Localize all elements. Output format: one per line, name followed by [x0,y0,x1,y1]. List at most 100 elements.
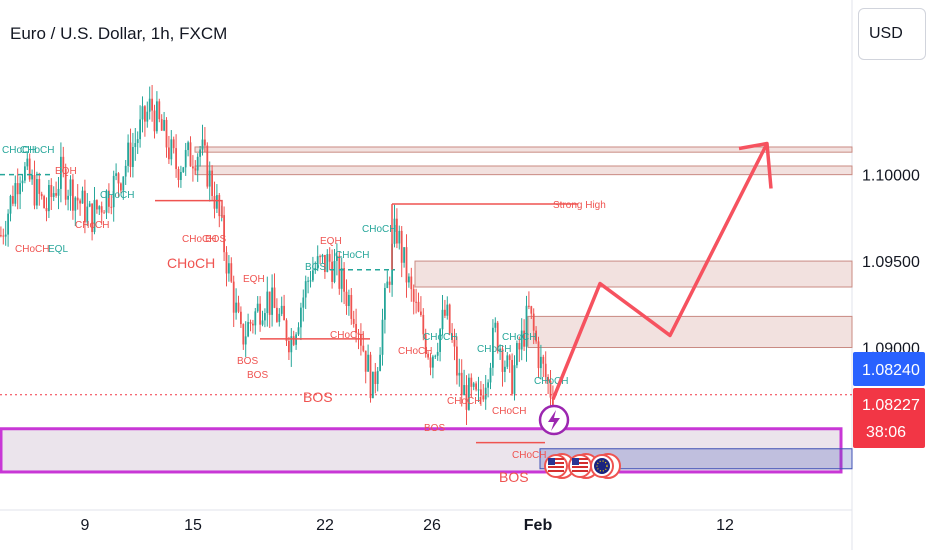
candle-body [376,370,379,384]
structure-label: CHoCH [330,330,364,341]
candle-body [362,345,365,351]
candle-body [484,387,487,400]
candle-body [283,305,285,321]
candle-body [288,340,290,353]
candle-body [249,322,252,324]
candle-body [496,322,499,351]
candle-body [146,111,149,122]
candle-body [218,195,221,217]
candle-body [439,329,441,352]
candle-body [290,336,293,353]
candle-body [7,213,9,235]
candle-body [300,307,302,328]
flag-stripe [548,466,564,468]
candle-body [520,330,523,350]
candle-body [549,380,552,398]
candle-body [314,267,317,271]
candle-body [103,212,105,214]
candle-body [400,230,403,263]
structure-label: CHoCH [75,220,109,231]
candle-body [122,176,125,191]
candle-body [48,184,50,212]
candle-body [31,174,33,180]
candle-body [62,156,65,169]
candle-body [160,119,163,131]
flag-stripe [572,470,588,472]
flag-stripe [548,458,564,460]
candle-body [415,301,417,303]
candle-body [88,203,91,207]
candle-body [0,235,2,237]
candle-body [357,332,360,335]
candle-body [38,179,41,194]
candle-body [429,357,432,368]
price-badge-current [853,388,925,448]
candle-body [504,366,506,372]
candle-body [472,383,475,387]
candle-body [369,354,372,399]
candle-body [2,235,5,237]
candle-body [206,145,209,187]
candle-body [139,119,141,140]
candle-body [129,142,132,167]
candle-body [110,206,113,208]
candle-body [64,168,67,200]
candle-body [204,139,206,146]
candle-body [247,322,249,337]
candle-body [451,333,453,340]
projection-path [551,142,769,401]
candle-body [547,377,549,381]
candle-body [453,339,456,347]
candle-body [266,291,269,314]
structure-label: BOS [237,356,258,367]
candle-body [278,313,281,322]
candle-body [4,234,7,237]
candle-body [424,334,427,354]
structure-label: BOS [305,262,326,273]
structure-label: EQH [55,166,77,177]
candle-body [79,200,81,204]
candle-body [458,372,461,376]
candle-body [252,323,254,326]
candle-body [446,304,449,316]
candle-body [494,322,497,328]
candle-body [228,263,230,274]
candle-body [523,330,525,347]
candle-body [511,359,513,394]
candle-body [24,166,26,181]
candle-body [292,336,295,345]
candle-body [36,179,38,206]
candle-body [525,305,528,347]
candle-body [201,139,204,150]
candle-body [340,268,343,289]
candle-body [518,343,521,350]
candle-body [477,389,480,391]
candle-body [136,139,139,144]
structure-label: EQH [243,274,265,285]
candle-body [230,263,233,282]
candle-body [331,261,333,282]
candle-body [302,297,305,308]
candle-body [408,276,410,283]
eu-flag-stars [596,460,608,472]
structure-label: CHoCH [15,244,49,255]
candle-body [208,170,211,187]
currency-button[interactable]: USD [858,8,926,60]
candle-body [350,294,353,319]
price-badge-primary [853,352,925,386]
candle-body [422,314,425,335]
candle-body [100,206,103,213]
flag-stripe [548,462,564,464]
candle-body [256,303,259,312]
structure-label: CHoCH [2,145,36,156]
candle-body [156,101,158,132]
candle-body [436,351,439,356]
candle-body [120,183,122,191]
candle-body [242,324,245,345]
candle-body [312,270,314,281]
candle-body [86,206,89,223]
candle-body [540,356,542,369]
candle-body [235,302,237,313]
structure-label: BOS [205,234,226,245]
